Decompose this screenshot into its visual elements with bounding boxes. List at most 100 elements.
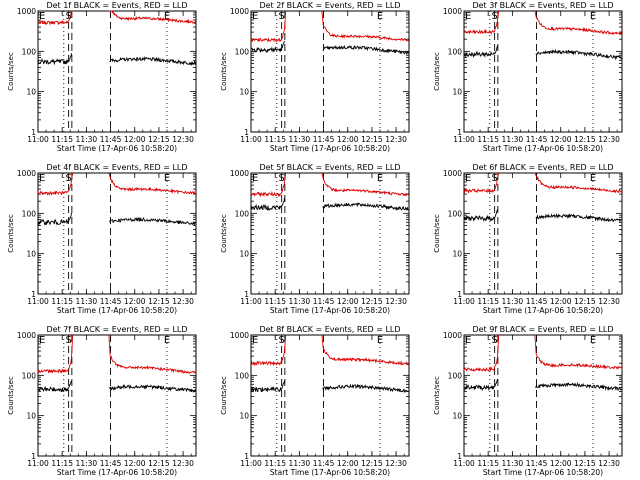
x-axis-label: Start Time (17-Apr-06 10:58:20): [57, 468, 177, 477]
plot-frame: [463, 10, 623, 133]
y-tick-label: 1: [244, 452, 249, 461]
x-tick-label: 12:15: [148, 459, 170, 468]
y-tick-label: 1000: [17, 7, 36, 16]
x-tick-label: 12:30: [385, 135, 407, 144]
panel-title: Det 3f BLACK = Events, RED = LLD: [472, 1, 613, 10]
y-tick-label: 100: [448, 371, 463, 380]
panel-title: Det 1f BLACK = Events, RED = LLD: [46, 1, 187, 10]
y-axis-label: Counts/sec: [220, 376, 228, 415]
y-tick-label: 1000: [230, 7, 249, 16]
marker-label-s: S: [65, 173, 71, 184]
x-tick-label: 12:30: [385, 297, 407, 306]
x-tick-label: 12:30: [598, 297, 620, 306]
chart-panel: Det 6f BLACK = Events, RED = LLD 1 10 100 10…: [433, 163, 623, 315]
panel-title: Det 8f BLACK = Events, RED = LLD: [259, 325, 400, 334]
events-series-line: [250, 197, 409, 212]
y-tick-label: 1000: [17, 331, 36, 340]
events-series-line: [463, 45, 622, 61]
x-tick-label: 12:00: [337, 135, 359, 144]
x-tick-label: 12:15: [574, 297, 596, 306]
lld-series-line: [463, 334, 622, 373]
x-tick-label: 11:30: [502, 135, 524, 144]
x-tick-label: 11:15: [477, 459, 499, 468]
y-tick-label: 1000: [230, 331, 249, 340]
x-axis-label: Start Time (17-Apr-06 10:58:20): [270, 306, 390, 315]
x-tick-label: 11:15: [264, 297, 286, 306]
y-tick-label: 1: [244, 128, 249, 137]
events-series-line: [463, 209, 622, 223]
x-tick-label: 12:15: [148, 297, 170, 306]
y-tick-label: 100: [22, 47, 37, 56]
y-tick-label: 10: [26, 88, 36, 97]
marker-label-e-left: E: [465, 11, 471, 22]
y-tick-label: 1000: [443, 331, 462, 340]
x-tick-label: 12:30: [598, 459, 620, 468]
x-tick-label: 11:00: [27, 297, 49, 306]
marker-label-e: E: [164, 11, 170, 22]
lld-series-line: [250, 334, 409, 367]
marker-label-e: E: [164, 173, 170, 184]
y-tick-label: 100: [235, 47, 250, 56]
x-tick-label: 11:30: [289, 459, 311, 468]
lld-series-line: [37, 10, 196, 26]
y-tick-label: 1: [244, 290, 249, 299]
y-tick-label: 100: [448, 47, 463, 56]
x-tick-label: 11:00: [453, 297, 475, 306]
y-tick-label: 1000: [230, 169, 249, 178]
y-tick-label: 100: [235, 371, 250, 380]
plot-frame: [37, 334, 197, 457]
marker-label-e: E: [377, 335, 383, 346]
x-tick-label: 11:45: [100, 459, 122, 468]
y-tick-label: 100: [235, 209, 250, 218]
marker-label-s: S: [278, 11, 284, 22]
marker-label-s: S: [491, 173, 497, 184]
marker-label-e: E: [164, 335, 170, 346]
marker-label-e: E: [590, 335, 596, 346]
x-tick-label: 12:15: [361, 459, 383, 468]
y-tick-label: 1: [457, 452, 462, 461]
x-tick-label: 11:30: [289, 135, 311, 144]
y-tick-label: 10: [452, 250, 462, 259]
x-tick-label: 12:00: [124, 297, 146, 306]
x-tick-label: 11:45: [526, 459, 548, 468]
marker-label-e-left: E: [252, 173, 258, 184]
x-tick-label: 12:15: [574, 459, 596, 468]
plot-frame: [250, 172, 410, 295]
x-axis-label: Start Time (17-Apr-06 10:58:20): [483, 468, 603, 477]
lld-series-line: [37, 334, 196, 375]
panel-grid: Det 1f BLACK = Events, RED = LLD 1 10 100 10…: [7, 1, 623, 477]
panel-title: Det 6f BLACK = Events, RED = LLD: [472, 163, 613, 172]
x-tick-label: 11:00: [27, 459, 49, 468]
y-axis-label: Counts/sec: [433, 376, 441, 415]
y-tick-label: 1: [31, 290, 36, 299]
x-tick-label: 12:00: [337, 297, 359, 306]
chart-panel: Det 2f BLACK = Events, RED = LLD 1 10 100 10…: [220, 1, 410, 153]
x-tick-label: 12:00: [550, 135, 572, 144]
chart-panel: Det 1f BLACK = Events, RED = LLD 1 10 100 10…: [7, 1, 197, 153]
x-tick-label: 11:00: [240, 297, 262, 306]
chart-panel: Det 5f BLACK = Events, RED = LLD 1 10 100 10…: [220, 163, 410, 315]
y-tick-label: 1: [457, 290, 462, 299]
x-tick-label: 12:15: [574, 135, 596, 144]
x-tick-label: 11:00: [453, 135, 475, 144]
lld-series-line: [250, 172, 409, 198]
plot-frame: [250, 334, 410, 457]
events-series-line: [250, 40, 409, 55]
panel-title: Det 5f BLACK = Events, RED = LLD: [259, 163, 400, 172]
x-tick-label: 11:00: [27, 135, 49, 144]
y-axis-label: Counts/sec: [220, 214, 228, 253]
x-axis-label: Start Time (17-Apr-06 10:58:20): [57, 306, 177, 315]
x-tick-label: 12:00: [550, 297, 572, 306]
chart-panel: Det 9f BLACK = Events, RED = LLD 1 10 100 10…: [433, 325, 623, 477]
y-tick-label: 1000: [443, 169, 462, 178]
x-tick-label: 11:00: [240, 135, 262, 144]
lld-series-line: [463, 172, 622, 195]
marker-label-s: S: [278, 335, 284, 346]
x-tick-label: 11:15: [477, 135, 499, 144]
events-series-line: [37, 380, 196, 394]
marker-label-s: S: [491, 11, 497, 22]
y-tick-label: 10: [239, 88, 249, 97]
x-tick-label: 12:00: [550, 459, 572, 468]
marker-label-e-left: E: [39, 11, 45, 22]
